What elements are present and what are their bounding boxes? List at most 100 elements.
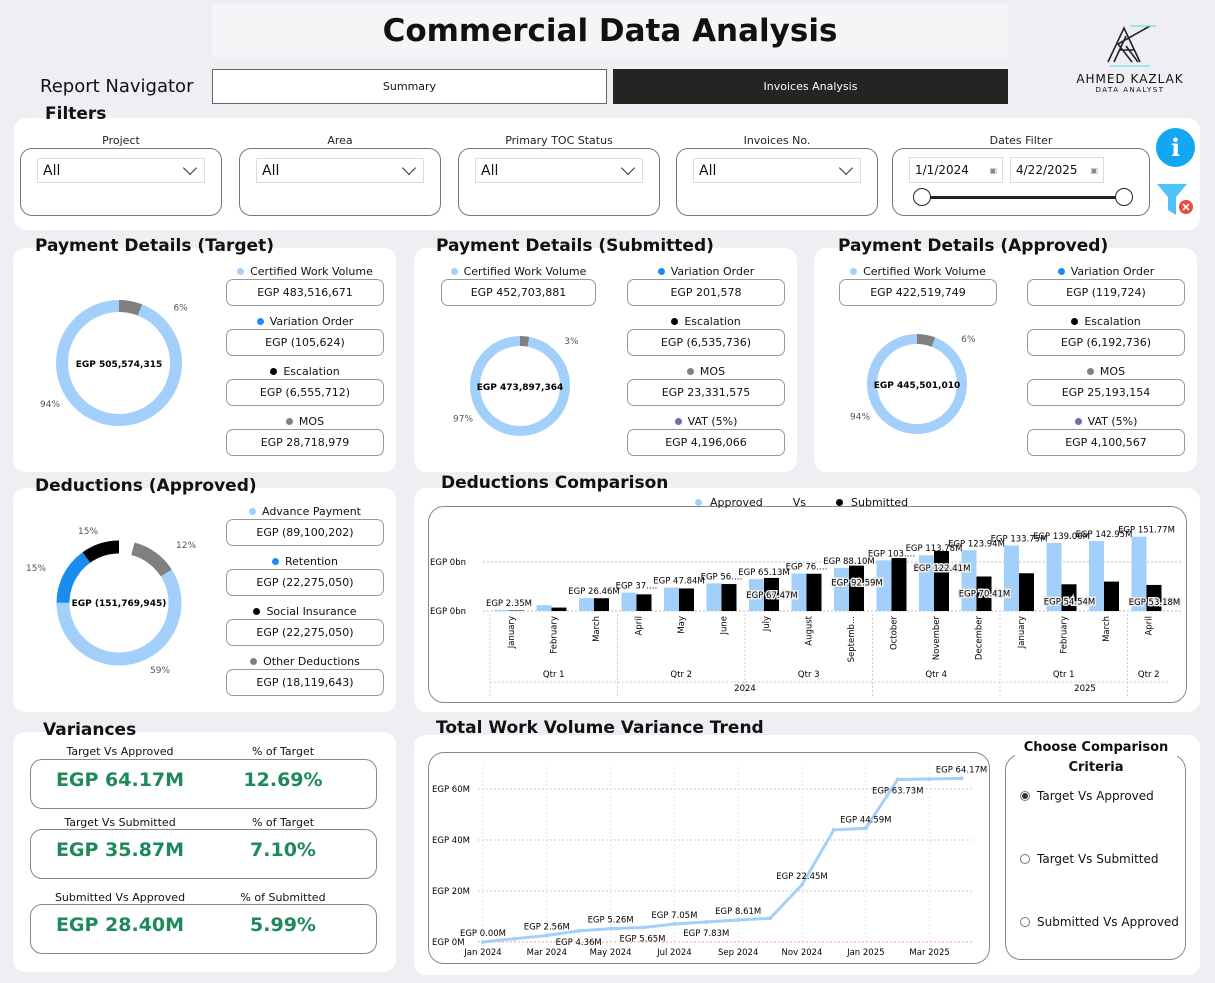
card-label-text: Certified Work Volume — [463, 265, 587, 278]
bar-submitted[interactable] — [764, 577, 779, 611]
card-value: EGP 422,519,749 — [839, 279, 997, 306]
bar-submitted[interactable] — [594, 598, 609, 611]
bar-data-label: EGP 133.75M — [991, 534, 1048, 544]
trend-point[interactable] — [863, 826, 868, 831]
trend-data-label: EGP 64.17M — [936, 765, 987, 775]
filter-value: All — [481, 162, 499, 179]
nav-invoices-analysis-button[interactable]: Invoices Analysis — [613, 69, 1008, 104]
bar-approved[interactable] — [536, 605, 552, 611]
bar-approved[interactable] — [1089, 540, 1104, 611]
bar-submitted[interactable] — [636, 594, 652, 611]
trend-data-label: EGP 44.59M — [840, 815, 891, 825]
filter-dropdown[interactable]: All — [256, 158, 424, 183]
variance-pct-label: % of Submitted — [240, 891, 326, 904]
info-icon[interactable]: i — [1156, 128, 1195, 167]
bar-data-label: EGP 2.35M — [486, 599, 532, 609]
trend-point[interactable] — [800, 882, 804, 887]
bar-approved[interactable] — [1046, 542, 1062, 611]
clear-filter-icon[interactable] — [1155, 182, 1197, 218]
radio-circle-icon[interactable] — [1020, 917, 1030, 927]
bar-data-label: EGP 92.59M — [831, 579, 882, 589]
bar-approved[interactable] — [919, 555, 934, 611]
criteria-radio[interactable]: Submitted Vs Approved — [1020, 915, 1179, 929]
bar-submitted[interactable] — [891, 558, 907, 611]
x-month-label: January — [507, 616, 517, 649]
x-month-label: December — [975, 615, 985, 660]
bar-approved[interactable] — [579, 598, 594, 611]
filter-dropdown[interactable]: All — [475, 158, 643, 183]
bar-submitted[interactable] — [1146, 584, 1162, 611]
trend-data-label: EGP 63.73M — [872, 786, 923, 796]
bar-submitted[interactable] — [679, 588, 694, 611]
bar-submitted[interactable] — [1019, 573, 1034, 611]
bar-submitted[interactable] — [551, 607, 567, 611]
criteria-radio[interactable]: Target Vs Approved — [1020, 789, 1154, 803]
card-label-text: Social Insurance — [266, 605, 357, 618]
trend-point[interactable] — [512, 936, 517, 941]
bar-approved[interactable] — [494, 609, 509, 611]
deductions-comparison-title: Deductions Comparison — [441, 473, 669, 493]
trend-point[interactable] — [608, 926, 613, 931]
bar-approved[interactable] — [1131, 536, 1147, 611]
x-month-label: February — [550, 616, 560, 654]
trend-point[interactable] — [704, 920, 709, 925]
trend-point[interactable] — [576, 928, 581, 933]
bar-approved[interactable] — [961, 550, 977, 611]
nav-summary-button[interactable]: Summary — [212, 69, 607, 104]
trend-point[interactable] — [895, 777, 900, 782]
trend-point[interactable] — [959, 776, 964, 781]
end-date-input[interactable]: 4/22/2025 ▣ — [1010, 157, 1104, 183]
bar-submitted[interactable] — [1104, 581, 1119, 611]
legend-dot-icon — [686, 368, 694, 375]
legend-submitted: Submitted — [851, 496, 909, 509]
start-date-value: 1/1/2024 — [915, 163, 969, 177]
date-slider-track[interactable] — [921, 196, 1125, 199]
trend-point[interactable] — [768, 916, 773, 921]
trend-point[interactable] — [831, 827, 836, 832]
bar-submitted[interactable] — [806, 573, 822, 611]
bar-data-label: EGP 113.78M — [906, 544, 963, 554]
legend-dot-icon — [671, 318, 679, 325]
bar-approved[interactable] — [791, 573, 807, 611]
criteria-radio[interactable]: Target Vs Submitted — [1020, 852, 1159, 866]
bar-submitted[interactable] — [976, 576, 992, 611]
bar-approved[interactable] — [749, 579, 764, 611]
radio-circle-icon[interactable] — [1020, 854, 1030, 864]
x-month-label: June — [720, 616, 730, 636]
bar-submitted[interactable] — [849, 565, 864, 611]
variances-panel — [13, 732, 396, 972]
x-month-label: May — [677, 616, 687, 634]
trend-point[interactable] — [544, 933, 549, 938]
trend-title: Total Work Volume Variance Trend — [436, 718, 764, 738]
bar-data-label: EGP 26.46M — [568, 587, 619, 597]
trend-point[interactable] — [481, 940, 485, 944]
bar-approved[interactable] — [621, 592, 637, 611]
bar-approved[interactable] — [1004, 545, 1019, 611]
start-date-input[interactable]: 1/1/2024 ▣ — [909, 157, 1003, 183]
card-label: Escalation — [226, 365, 384, 378]
bar-submitted[interactable] — [721, 584, 737, 611]
trend-point[interactable] — [736, 918, 741, 923]
bar-approved[interactable] — [834, 567, 849, 611]
radio-circle-icon[interactable] — [1020, 791, 1030, 801]
calendar-icon[interactable]: ▣ — [989, 165, 997, 175]
quarter-label: Qtr 1 — [543, 670, 565, 680]
filter-dropdown[interactable]: All — [37, 158, 205, 183]
trend-point[interactable] — [927, 777, 932, 782]
trend-data-label: EGP 7.05M — [651, 911, 697, 921]
trend-data-label: EGP 5.65M — [619, 935, 665, 945]
bar-submitted[interactable] — [934, 551, 949, 611]
bar-approved[interactable] — [706, 583, 722, 611]
legend-dot-icon — [450, 268, 458, 275]
bar-approved[interactable] — [664, 587, 679, 611]
legend-dot-icon — [674, 418, 682, 425]
bar-approved[interactable] — [876, 560, 892, 611]
trend-point[interactable] — [672, 922, 677, 927]
filter-dropdown[interactable]: All — [693, 158, 861, 183]
bar-submitted[interactable] — [1061, 584, 1077, 611]
trend-point[interactable] — [640, 925, 645, 930]
bar-data-label: EGP 122.41M — [914, 564, 971, 574]
date-slider-start-handle[interactable] — [913, 188, 931, 206]
calendar-icon[interactable]: ▣ — [1090, 165, 1098, 175]
date-slider-end-handle[interactable] — [1115, 188, 1133, 206]
